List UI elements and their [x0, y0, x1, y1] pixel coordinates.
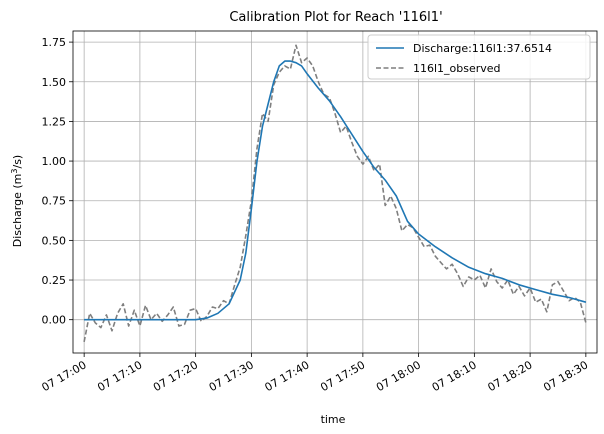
y-axis: 0.00 0.25 0.50 0.75 1.00 1.25 1.50 1.75	[42, 36, 73, 327]
y-tick-label: 0.00	[42, 314, 67, 327]
y-axis-title: Discharge (m3/s)	[10, 155, 24, 247]
y-tick-label: 0.75	[42, 195, 67, 208]
y-tick-label: 0.50	[42, 234, 67, 247]
legend-label-observed: 116l1_observed	[413, 62, 501, 75]
series-line-observed	[83, 44, 587, 343]
chart-title: Calibration Plot for Reach '116l1'	[229, 10, 442, 25]
series-layer	[83, 44, 587, 343]
legend-label-discharge: Discharge:116l1:37.6514	[413, 42, 552, 55]
y-axis-title-main: Discharge (m	[11, 174, 24, 248]
series-line-discharge	[84, 60, 587, 321]
plot-frame	[72, 30, 598, 354]
y-axis-title-superscript: 3	[10, 169, 19, 174]
y-tick-label: 1.25	[42, 115, 67, 128]
y-tick-label: 0.25	[42, 274, 67, 287]
y-tick-label: 1.00	[42, 155, 67, 168]
legend: Discharge:116l1:37.6514 116l1_observed	[367, 34, 591, 80]
grid-lines	[73, 31, 597, 353]
y-tick-label: 1.75	[42, 36, 67, 49]
x-axis-title: time	[321, 413, 346, 426]
y-axis-title-tail: /s)	[11, 155, 24, 169]
legend-box	[367, 34, 591, 80]
y-tick-label: 1.50	[42, 76, 67, 89]
